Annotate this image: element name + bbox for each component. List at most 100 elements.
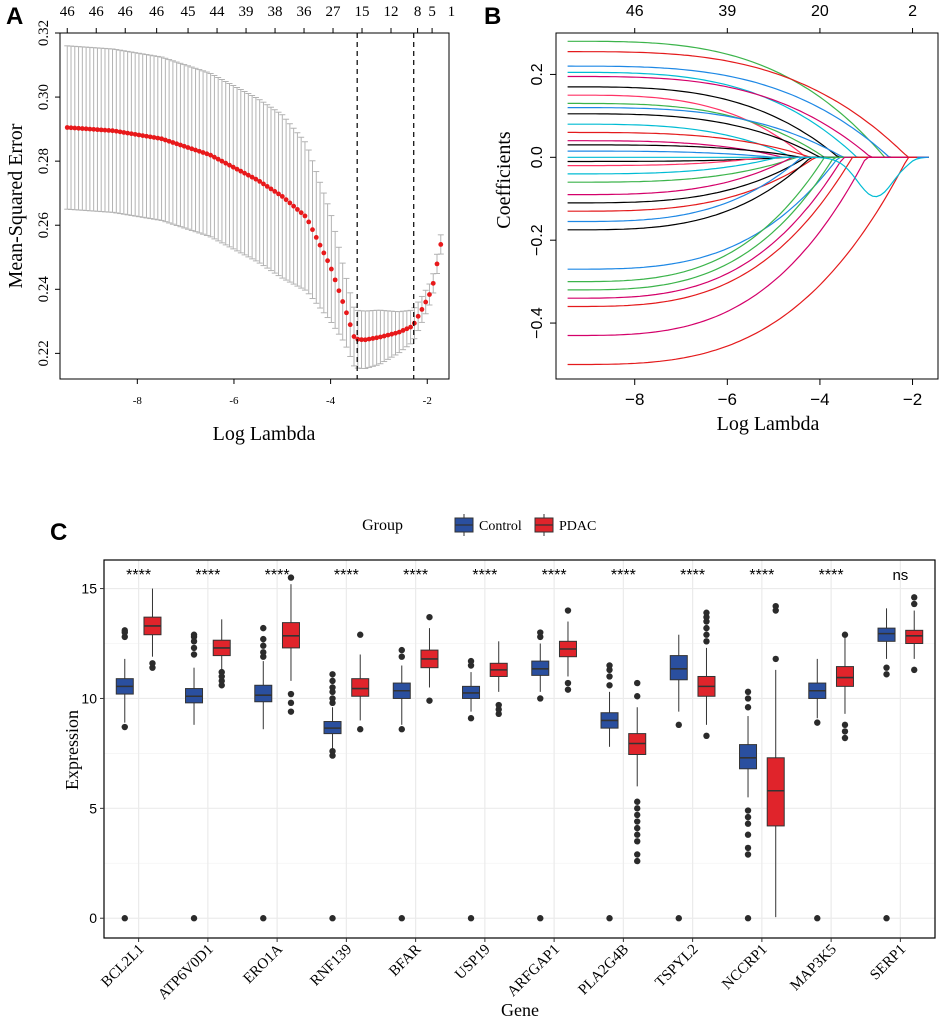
- mse-point: [430, 280, 436, 286]
- mse-point: [219, 158, 225, 164]
- x-tick-label: NCCRP1: [719, 942, 770, 993]
- mse-point: [336, 288, 342, 294]
- top-count-label: 1: [448, 4, 456, 20]
- mse-point: [257, 178, 263, 184]
- coefficient-path: [567, 150, 929, 158]
- coefficient-path: [567, 156, 929, 308]
- outlier-point: [329, 671, 336, 678]
- mse-point: [189, 146, 195, 152]
- panel-b-frame: [555, 32, 939, 380]
- mse-point: [344, 310, 349, 316]
- mse-point: [98, 127, 104, 133]
- outlier-point: [911, 666, 918, 674]
- panel-c-legend: Group Control PDAC: [362, 514, 596, 536]
- outlier-point: [703, 732, 710, 740]
- coefficient-path: [567, 156, 929, 299]
- outlier-point: [634, 798, 641, 805]
- outlier-point: [911, 600, 918, 608]
- outlier-point: [260, 624, 267, 632]
- panel-b-paths: [567, 40, 929, 366]
- mse-point: [234, 166, 240, 172]
- mse-point: [279, 194, 285, 199]
- mse-point: [261, 181, 266, 187]
- outlier-point: [149, 660, 156, 667]
- outlier-point: [772, 607, 779, 614]
- y-tick-label: 0.32: [36, 20, 52, 46]
- outlier-point: [121, 633, 128, 641]
- panel-c-x-axis: BCL2L1 ATP6V0D1 ERO1A RNF139 BFAR USP19 ARFGAP…: [98, 938, 909, 1003]
- significance-label: ns: [892, 567, 908, 584]
- outlier-point: [426, 697, 433, 704]
- top-count-label: 20: [811, 3, 829, 20]
- outlier-point: [634, 857, 641, 865]
- outlier-point: [841, 728, 849, 735]
- panel-c-significance: **** **** **** **** **** **** **** **** **** ****…: [126, 567, 908, 584]
- mse-point: [295, 207, 300, 212]
- outlier-point: [467, 715, 475, 722]
- x-tick-label: −4: [810, 390, 829, 409]
- mse-point: [79, 126, 85, 131]
- outlier-point: [190, 644, 198, 652]
- coefficient-path: [567, 75, 929, 158]
- legend-key-pdac: [534, 514, 554, 536]
- y-tick-label: 0.28: [36, 148, 52, 174]
- top-count-label: 5: [428, 4, 436, 20]
- mse-point: [178, 142, 183, 148]
- mse-point: [193, 147, 198, 153]
- coefficient-path: [567, 102, 929, 158]
- outlier-point: [190, 631, 198, 638]
- outlier-point: [634, 679, 641, 687]
- mse-point: [291, 203, 297, 209]
- outlier-point: [329, 684, 336, 691]
- mse-point: [317, 242, 323, 248]
- mse-point: [321, 250, 327, 256]
- coefficient-path: [567, 40, 929, 158]
- outlier-point: [606, 682, 613, 689]
- panel-letter-a: A: [6, 3, 23, 30]
- top-count-label: 46: [626, 3, 644, 20]
- significance-label: ****: [611, 567, 636, 584]
- x-tick-label: −8: [625, 390, 644, 409]
- outlier-point: [260, 642, 267, 649]
- mse-point: [208, 152, 214, 158]
- mse-point: [408, 324, 414, 330]
- outlier-point: [744, 807, 752, 814]
- outlier-point: [634, 693, 641, 700]
- outlier-point: [634, 811, 641, 819]
- box-control: [669, 655, 688, 681]
- mse-point: [102, 127, 108, 133]
- outlier-point: [744, 844, 752, 852]
- mse-point: [423, 299, 429, 305]
- coefficient-path: [567, 156, 929, 198]
- mse-point: [287, 200, 293, 206]
- mse-point: [306, 219, 312, 225]
- mse-point: [155, 135, 161, 141]
- mse-point: [298, 210, 304, 216]
- mse-point: [242, 170, 247, 176]
- outlier-point: [772, 602, 779, 610]
- top-count-label: 36: [297, 4, 313, 20]
- mse-point: [181, 143, 187, 149]
- panel-a-frame: [59, 32, 450, 380]
- mse-point: [159, 136, 164, 142]
- y-tick-label: 0: [89, 910, 97, 926]
- top-count-label: 8: [414, 4, 422, 20]
- outlier-point: [329, 688, 336, 696]
- outlier-point: [744, 915, 752, 922]
- outlier-point: [218, 682, 225, 689]
- outlier-point: [398, 646, 405, 654]
- panel-a-y-label: Mean-Squared Error: [5, 123, 27, 288]
- mse-point: [427, 292, 432, 297]
- mse-point: [151, 135, 157, 140]
- mse-point: [144, 133, 149, 139]
- x-tick-label: BCL2L1: [98, 942, 147, 991]
- outlier-point: [606, 915, 613, 922]
- mse-point: [185, 145, 191, 150]
- box-control: [254, 684, 273, 703]
- mse-point: [370, 336, 376, 341]
- panel-letter-b: B: [484, 3, 501, 30]
- mse-point: [415, 313, 421, 319]
- mse-point: [276, 191, 281, 197]
- mse-point: [162, 137, 168, 143]
- x-tick-label: SERP1: [867, 942, 909, 984]
